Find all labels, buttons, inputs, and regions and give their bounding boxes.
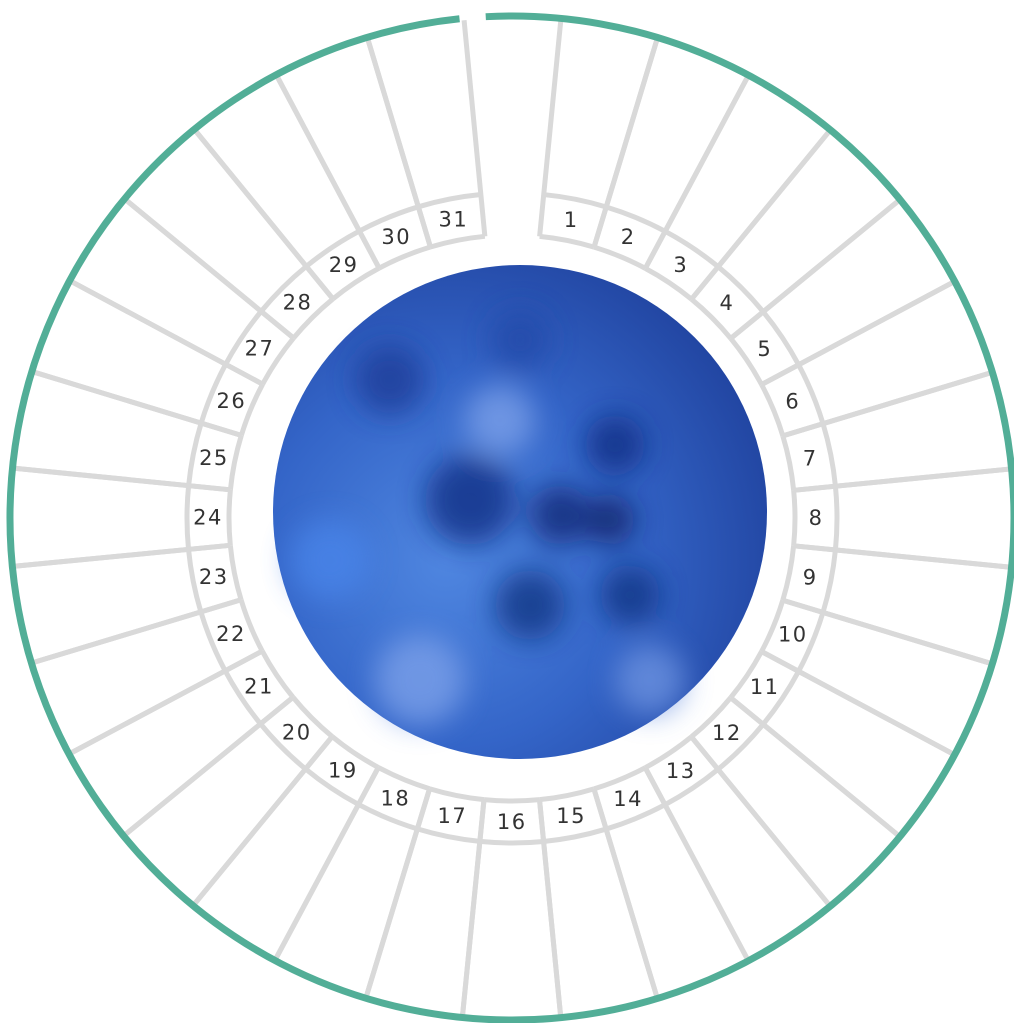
- day-label: 6: [785, 390, 800, 414]
- segment-divider: [69, 648, 264, 756]
- segment-divider: [365, 38, 433, 248]
- segment-inner-arc: [539, 786, 595, 803]
- day-label: 18: [381, 787, 411, 811]
- segment-divider: [537, 20, 564, 237]
- day-label: 26: [216, 389, 246, 413]
- segment-divider: [460, 799, 487, 1016]
- segment-inner-arc: [759, 383, 786, 437]
- segment-divider: [193, 129, 335, 301]
- day-label: 21: [244, 675, 274, 699]
- segment-mid-arc: [184, 485, 192, 550]
- segment-inner-arc: [644, 266, 694, 302]
- day-label: 19: [328, 759, 358, 783]
- day-label: 13: [666, 759, 696, 783]
- day-label: 1: [564, 208, 579, 232]
- segment-divider: [760, 280, 955, 387]
- segment-divider: [274, 75, 382, 270]
- segment-inner-arc: [593, 244, 647, 271]
- segment-divider: [461, 20, 488, 237]
- segment-divider: [123, 695, 295, 837]
- moon: [273, 265, 767, 759]
- segment-inner-arc: [791, 490, 798, 547]
- segment-inner-arc: [377, 244, 432, 271]
- segment-inner-arc: [227, 434, 244, 491]
- segment-inner-arc: [780, 435, 797, 491]
- day-label: 28: [283, 291, 313, 315]
- day-label: 3: [673, 253, 688, 277]
- segment-divider: [273, 766, 381, 960]
- segment-divider: [124, 198, 296, 340]
- day-label: 29: [329, 253, 359, 277]
- segment-inner-arc: [227, 545, 244, 601]
- moon-texture: [290, 310, 685, 725]
- segment-mid-arc: [543, 826, 607, 844]
- segment-mid-arc: [416, 826, 481, 844]
- segment-mid-arc: [479, 838, 544, 846]
- segment-divider: [14, 542, 231, 569]
- segment-inner-arc: [428, 786, 485, 803]
- segment-inner-arc: [689, 297, 733, 341]
- segment-divider: [793, 543, 1010, 570]
- day-label: 16: [497, 810, 527, 834]
- segment-divider: [782, 597, 992, 666]
- segment-inner-arc: [377, 765, 431, 792]
- day-label: 25: [199, 446, 229, 470]
- segment-mid-arc: [796, 363, 826, 425]
- segment-divider: [591, 38, 660, 248]
- day-label: 30: [381, 225, 411, 249]
- segment-divider: [363, 788, 432, 998]
- segment-inner-arc: [539, 233, 595, 250]
- segment-mid-arc: [832, 485, 840, 551]
- day-label: 5: [757, 337, 772, 361]
- segment-mid-arc: [820, 549, 838, 614]
- day-label: 17: [438, 804, 468, 828]
- day-label: 12: [712, 721, 742, 745]
- segment-divider: [14, 465, 231, 493]
- segment-divider: [793, 466, 1010, 493]
- day-label: 20: [282, 721, 312, 745]
- day-label: 8: [809, 506, 824, 530]
- day-ring: 1234567891011121314151617181920212223242…: [14, 20, 1010, 1016]
- segment-mid-arc: [417, 192, 482, 210]
- segment-divider: [591, 788, 660, 998]
- segment-mid-arc: [543, 192, 607, 210]
- segment-divider: [643, 75, 750, 270]
- day-label: 23: [199, 565, 229, 589]
- segment-inner-arc: [429, 233, 486, 250]
- day-label: 4: [719, 291, 734, 315]
- segment-divider: [782, 370, 992, 439]
- segment-divider: [689, 129, 832, 301]
- segment-divider: [760, 649, 955, 757]
- day-label: 2: [621, 225, 636, 249]
- segment-inner-arc: [226, 489, 233, 546]
- segment-inner-arc: [780, 545, 797, 601]
- segment-mid-arc: [820, 422, 838, 487]
- day-label: 22: [216, 622, 246, 646]
- segment-inner-arc: [483, 797, 540, 804]
- segment-divider: [643, 766, 750, 961]
- segment-divider: [537, 799, 564, 1016]
- day-label: 24: [193, 506, 223, 530]
- segment-divider: [70, 279, 264, 387]
- day-label: 9: [803, 565, 818, 589]
- segment-inner-arc: [593, 765, 647, 792]
- day-label: 15: [556, 804, 586, 828]
- segment-divider: [192, 734, 335, 906]
- segment-inner-arc: [728, 650, 764, 700]
- day-label: 31: [438, 208, 468, 232]
- day-label: 14: [613, 787, 643, 811]
- day-label: 11: [750, 675, 780, 699]
- segment-divider: [32, 597, 242, 665]
- day-label: 10: [778, 622, 808, 646]
- segment-divider: [729, 695, 900, 838]
- day-label: 27: [245, 337, 275, 361]
- segment-divider: [729, 198, 901, 341]
- segment-divider: [689, 735, 831, 907]
- outer-ring: [6, 12, 1014, 1023]
- day-label: 7: [803, 447, 818, 471]
- segment-divider: [33, 369, 243, 438]
